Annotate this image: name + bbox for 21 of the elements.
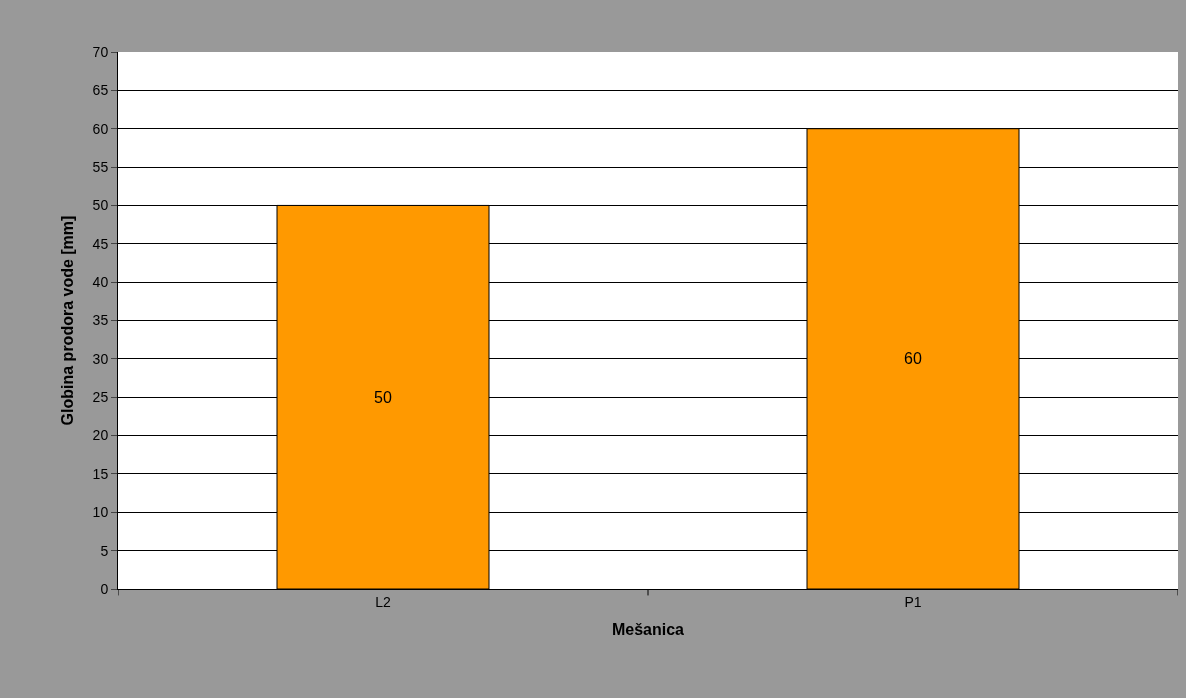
y-tick-label: 60 <box>92 120 109 137</box>
y-tick-label: 20 <box>92 427 109 444</box>
y-tick-label: 70 <box>92 43 109 60</box>
y-tick-label: 15 <box>92 465 109 482</box>
y-tick-label: 0 <box>100 580 109 597</box>
data-label: 50 <box>374 388 392 406</box>
y-tick-label: 45 <box>92 235 109 252</box>
y-tick-label: 65 <box>92 82 109 99</box>
y-tick-label: 30 <box>92 350 109 367</box>
y-tick-label: 10 <box>92 504 109 521</box>
x-tick-label: L2 <box>375 593 391 610</box>
y-axis-title: Globina prodora vode [mm] <box>58 215 76 426</box>
y-tick-label: 50 <box>92 197 109 214</box>
y-tick-label: 25 <box>92 389 109 406</box>
data-label: 60 <box>904 350 922 368</box>
x-axis-title: Mešanica <box>611 621 685 639</box>
y-tick-label: 55 <box>92 158 109 175</box>
y-tick-label: 35 <box>92 312 109 329</box>
y-tick-label: 5 <box>100 542 109 559</box>
x-tick-label: P1 <box>904 593 922 610</box>
y-tick-label: 40 <box>92 274 109 291</box>
